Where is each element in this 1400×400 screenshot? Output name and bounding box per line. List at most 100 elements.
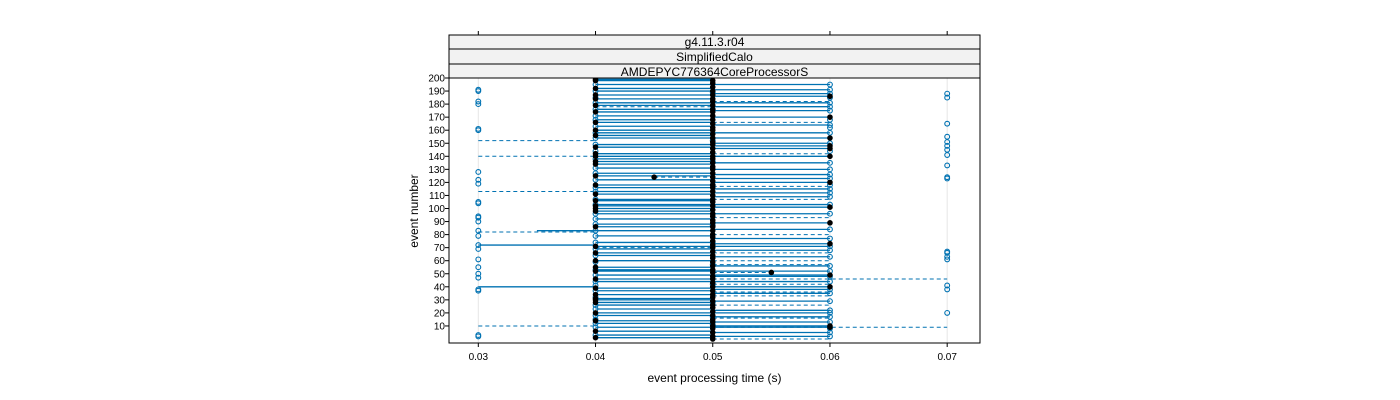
open-point-0-19 xyxy=(475,169,482,175)
filled-point-0-18 xyxy=(592,203,599,209)
y-tick-label-19: 200 xyxy=(428,74,445,85)
filled-point-4-0 xyxy=(768,269,775,276)
x-axis-title: event processing time (s) xyxy=(647,371,781,385)
open-point-0-11 xyxy=(475,227,482,234)
open-point-3-27 xyxy=(827,166,833,173)
filled-point-2-13 xyxy=(827,93,833,100)
points-layer xyxy=(475,76,951,342)
y-tick-label-4: 50 xyxy=(434,269,446,280)
y-tick-label-11: 120 xyxy=(428,178,445,189)
filled-point-2-1 xyxy=(827,323,833,329)
open-point-0-14 xyxy=(475,213,482,220)
open-point-0-7 xyxy=(475,256,482,263)
open-point-3-8 xyxy=(827,290,833,297)
open-point-3-15 xyxy=(827,247,833,254)
open-point-0-18 xyxy=(475,176,482,183)
open-point-3-21 xyxy=(827,193,833,200)
filled-point-0-13 xyxy=(592,250,599,256)
filled-point-0-26 xyxy=(592,150,599,157)
open-point-3-17 xyxy=(827,235,833,242)
open-point-3-7 xyxy=(827,298,833,305)
strip-3-label: AMDEPYC776364CoreProcessorS xyxy=(621,65,808,79)
y-axis-ticks: 10 20 30 40 50 60 70 80 90 100 110 120 130 140 150 160 1… xyxy=(428,74,449,332)
open-point-3-13 xyxy=(827,262,833,269)
filled-point-2-3 xyxy=(827,272,833,278)
filled-point-0-20 xyxy=(592,191,599,197)
open-point-4-0 xyxy=(944,309,951,316)
open-point-3-36 xyxy=(827,103,833,110)
y-tick-label-9: 100 xyxy=(428,204,445,215)
open-point-3-32 xyxy=(827,124,833,131)
filled-point-0-9 xyxy=(592,276,599,282)
filled-point-2-10 xyxy=(827,143,833,149)
filled-point-0-8 xyxy=(592,285,599,291)
open-point-0-22 xyxy=(475,101,482,108)
open-point-4-9 xyxy=(944,162,951,169)
open-point-3-14 xyxy=(827,253,833,260)
filled-point-0-15 xyxy=(592,223,599,230)
filled-point-0-7 xyxy=(592,291,599,298)
open-point-4-15 xyxy=(944,120,951,127)
filled-point-0-24 xyxy=(592,158,599,165)
y-axis-title: event number xyxy=(407,174,421,247)
open-point-4-11 xyxy=(944,146,951,153)
filled-point-2-4 xyxy=(827,240,833,247)
filled-point-0-2 xyxy=(592,317,599,324)
filled-point-0-34 xyxy=(592,92,599,98)
y-tick-label-2: 30 xyxy=(434,295,446,306)
open-point-4-2 xyxy=(944,282,951,289)
open-point-4-1 xyxy=(944,286,951,293)
filled-point-0-21 xyxy=(592,182,599,188)
strip-1-label: g4.11.3.r04 xyxy=(685,35,745,49)
open-point-0-16 xyxy=(475,199,482,205)
open-point-3-22 xyxy=(827,189,833,196)
y-tick-label-0: 10 xyxy=(434,321,446,332)
open-point-4-6 xyxy=(944,248,951,255)
open-point-0-6 xyxy=(475,264,482,271)
open-point-4-3 xyxy=(944,256,951,263)
filled-point-0-0 xyxy=(592,334,599,341)
y-tick-label-6: 70 xyxy=(434,243,446,254)
filled-point-2-12 xyxy=(827,114,833,120)
filled-point-0-19 xyxy=(592,197,599,204)
y-tick-label-7: 80 xyxy=(434,230,446,241)
filled-point-0-22 xyxy=(592,173,599,179)
open-point-0-8 xyxy=(475,246,482,252)
open-point-4-17 xyxy=(944,90,951,97)
y-tick-label-3: 40 xyxy=(434,282,446,293)
y-tick-label-13: 140 xyxy=(428,152,445,163)
y-tick-label-10: 110 xyxy=(429,191,445,202)
open-point-0-4 xyxy=(475,274,482,281)
strip-2-label: SimplifiedCalo xyxy=(676,50,753,64)
y-tick-label-1: 20 xyxy=(434,308,446,319)
filled-point-2-11 xyxy=(827,135,833,141)
filled-point-2-2 xyxy=(827,283,833,290)
y-tick-label-12: 130 xyxy=(428,165,445,176)
y-tick-label-5: 60 xyxy=(434,256,446,267)
filled-point-0-1 xyxy=(592,328,599,334)
y-tick-label-14: 150 xyxy=(428,139,445,150)
filled-point-2-5 xyxy=(827,220,833,226)
open-point-3-0 xyxy=(827,333,833,340)
open-point-0-17 xyxy=(475,180,482,187)
y-tick-label-16: 170 xyxy=(428,113,445,124)
filled-point-2-8 xyxy=(827,153,833,160)
filled-point-0-12 xyxy=(592,257,599,264)
open-point-4-12 xyxy=(944,142,951,149)
open-point-0-5 xyxy=(475,270,482,277)
open-point-3-6 xyxy=(827,307,833,314)
open-point-0-1 xyxy=(475,332,482,339)
open-point-0-23 xyxy=(475,98,482,105)
x-tick-label-2: 0.05 xyxy=(703,352,723,363)
y-tick-label-18: 190 xyxy=(428,87,445,98)
filled-point-0-27 xyxy=(592,144,599,150)
open-point-3-4 xyxy=(827,313,833,320)
open-point-3-35 xyxy=(827,107,833,114)
filled-point-0-14 xyxy=(592,243,599,250)
x-tick-label-0: 0.03 xyxy=(469,352,489,363)
open-point-4-8 xyxy=(944,174,951,181)
filled-point-0-3 xyxy=(592,310,599,316)
open-point-3-5 xyxy=(827,309,833,316)
open-point-3-41 xyxy=(827,81,833,88)
open-point-0-3 xyxy=(475,286,482,293)
